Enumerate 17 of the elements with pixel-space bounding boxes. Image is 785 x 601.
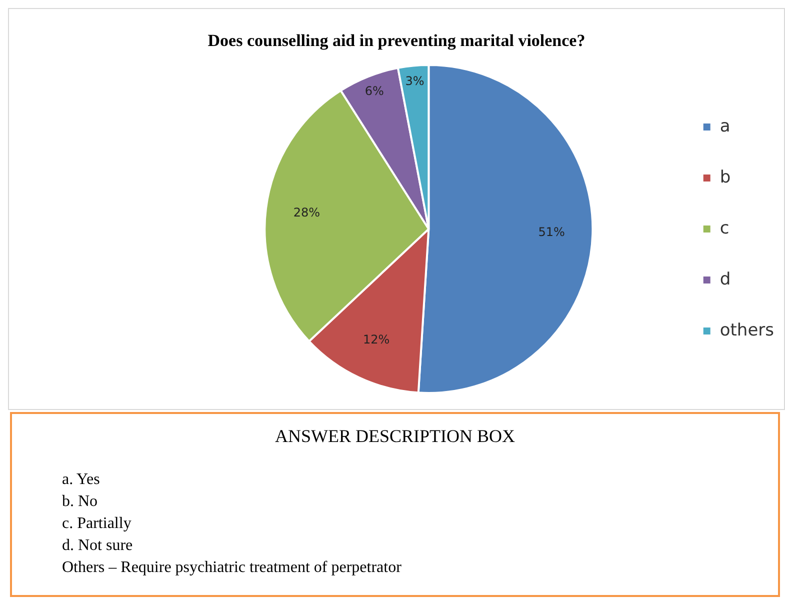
legend-label: d: [720, 269, 731, 290]
text: c. Partially: [62, 514, 132, 534]
data-label: 28%: [293, 206, 320, 220]
chart-title: Does counselling aid in preventing marital violence?: [206, 31, 586, 51]
data-label: 6%: [364, 84, 384, 98]
legend-label: c: [720, 218, 730, 238]
text: d. Not sure: [62, 536, 134, 556]
data-label: 51%: [538, 224, 565, 239]
text: b. No: [62, 492, 99, 512]
text: a. Yes: [62, 470, 101, 490]
legend-label: a: [720, 116, 730, 136]
text: ANSWER DESCRIPTION BOX: [274, 426, 516, 447]
legend-label: others: [720, 320, 774, 340]
legend-label: b: [720, 167, 731, 188]
data-label: 3%: [405, 74, 424, 88]
data-label: 12%: [362, 332, 390, 346]
text: Others – Require psychiatric treatment of perpetrator: [62, 558, 402, 578]
